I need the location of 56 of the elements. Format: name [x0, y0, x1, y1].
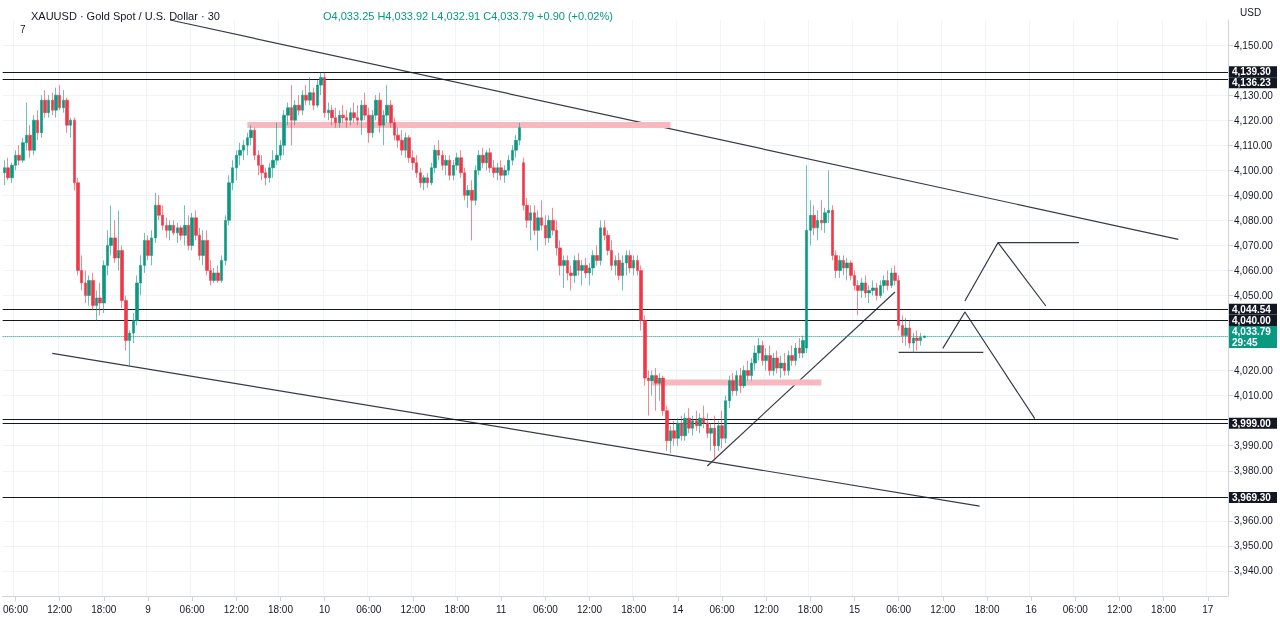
y-tick-label: 4,110.00 — [1234, 139, 1273, 151]
y-tick-label: 4,060.00 — [1234, 264, 1274, 276]
x-tick-label: 06:00 — [886, 603, 912, 615]
x-tick-label: 14 — [672, 603, 684, 615]
y-tick-label: 4,100.00 — [1234, 164, 1274, 176]
y-tick-label: 4,120.00 — [1234, 114, 1274, 126]
x-tick-label: 17 — [1202, 603, 1214, 615]
x-tick-label: 12:00 — [753, 603, 780, 615]
x-tick-label: 12:00 — [47, 603, 73, 615]
x-tick-label: 10 — [319, 603, 331, 615]
x-tick-label: 16 — [1025, 603, 1038, 615]
annotation: 7 — [20, 23, 26, 35]
ref-line-label: 4,136.23 — [1232, 77, 1272, 89]
x-tick-label: 18:00 — [1151, 603, 1177, 615]
y-tick-label: 3,950.00 — [1234, 540, 1274, 552]
x-tick-label: 15 — [848, 603, 861, 615]
y-tick-label: 3,940.00 — [1234, 565, 1274, 577]
x-tick-label: 18:00 — [974, 603, 1000, 615]
ref-line-label: 3,969.30 — [1232, 492, 1272, 504]
y-tick-label: 4,130.00 — [1234, 89, 1274, 101]
ref-line-label: 4,040.00 — [1232, 315, 1272, 327]
x-tick-label: 12:00 — [400, 603, 426, 615]
x-tick-label: 06:00 — [2, 603, 29, 615]
y-tick-label: 4,080.00 — [1234, 214, 1274, 226]
x-tick-label: 18:00 — [444, 603, 471, 615]
x-tick-label: 06:00 — [709, 603, 735, 615]
x-tick-label: 11 — [496, 603, 507, 615]
y-tick-label: 4,150.00 — [1234, 39, 1274, 51]
x-tick-label: 06:00 — [532, 603, 559, 615]
x-tick-label: 12:00 — [930, 603, 956, 615]
x-tick-label: 9 — [145, 603, 152, 615]
y-tick-label: 4,050.00 — [1234, 289, 1274, 301]
x-tick-label: 12:00 — [577, 603, 603, 615]
text: USD — [1240, 6, 1262, 18]
ref-line-label: 3,999.00 — [1232, 417, 1272, 429]
ref-line-label: 4,033.79 29:45 — [1232, 326, 1272, 349]
ref-line-label: 4,139.30 — [1232, 66, 1272, 78]
x-tick-label: 12:00 — [1106, 603, 1133, 615]
chart-title: XAUUSD · Gold Spot / U.S. Dollar · 30 — [31, 9, 220, 22]
y-tick-label: 4,010.00 — [1234, 390, 1274, 402]
y-tick-label: 4,070.00 — [1234, 239, 1274, 251]
y-tick-label: 3,990.00 — [1234, 440, 1274, 452]
x-tick-label: 06:00 — [1062, 603, 1089, 615]
x-tick-label: 06:00 — [179, 603, 206, 615]
x-tick-label: 12:00 — [223, 603, 250, 615]
ref-line-label: 4,044.54 — [1232, 303, 1272, 315]
x-tick-label: 18:00 — [797, 603, 824, 615]
y-tick-label: 3,980.00 — [1234, 465, 1274, 477]
x-tick-label: 18:00 — [621, 603, 647, 615]
x-tick-label: 18:00 — [267, 603, 294, 615]
y-tick-label: 4,090.00 — [1234, 189, 1274, 201]
y-tick-label: 4,020.00 — [1234, 365, 1274, 377]
x-tick-label: 06:00 — [356, 603, 382, 615]
chart-subtitle: O4,033.25 H4,033.92 L4,032.91 C4,033.79 +0.90 (+0.02%) — [323, 9, 613, 22]
y-tick-label: 3,960.00 — [1234, 515, 1274, 527]
x-tick-label: 18:00 — [91, 603, 117, 615]
